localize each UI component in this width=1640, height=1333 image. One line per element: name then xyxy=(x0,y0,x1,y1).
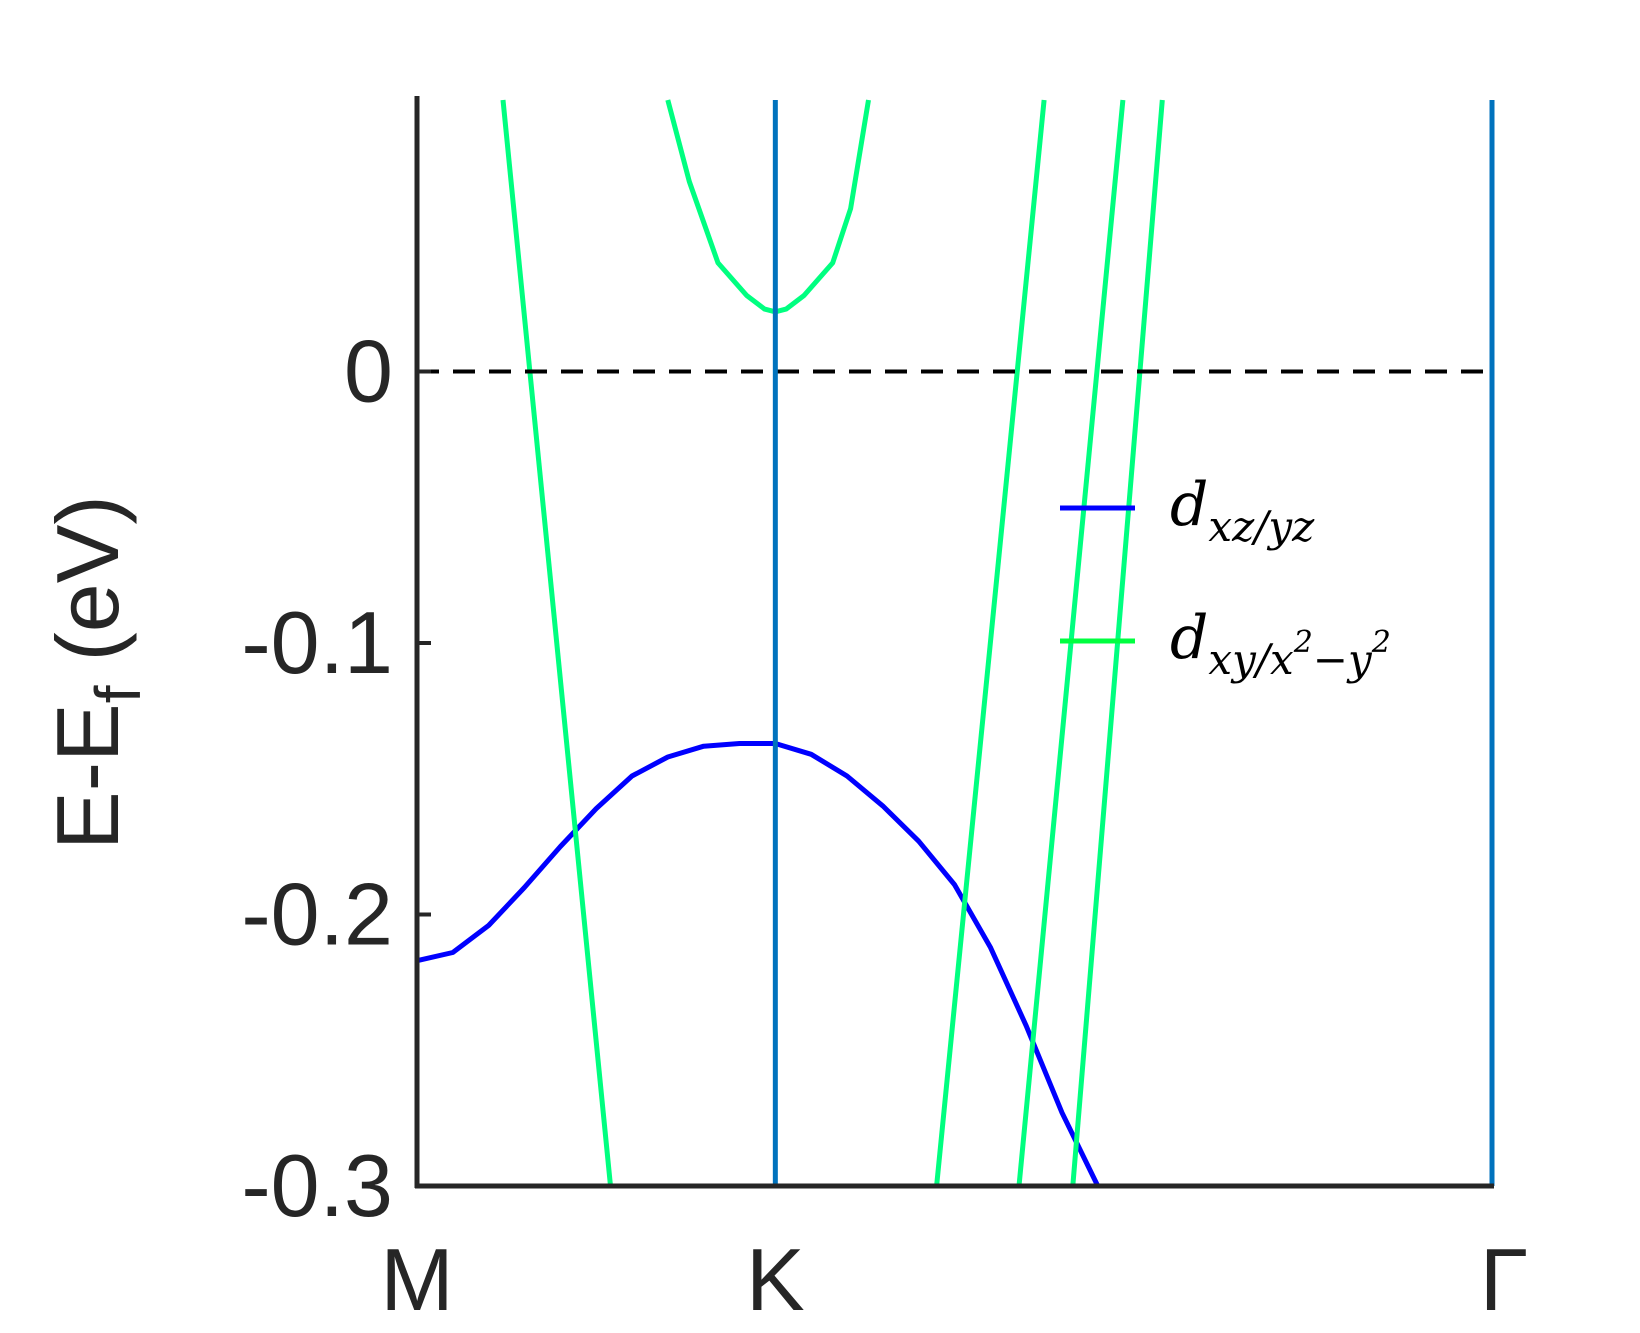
reference-lines xyxy=(417,100,1495,1186)
y-axis-label: E-Ef (eV) xyxy=(38,495,154,850)
y-tick-label-0: 0 xyxy=(344,322,393,421)
x-tick-label-2: Γ xyxy=(1480,1230,1528,1329)
series-line-3 xyxy=(934,99,1047,1187)
x-tick-label-1: K xyxy=(746,1230,805,1329)
y-axis-label-sub: f xyxy=(82,685,154,703)
y-tick-label-3: -0.3 xyxy=(241,1136,393,1235)
series-line-0 xyxy=(416,741,1101,1188)
legend-label-dxz-yz: dxz/yz xyxy=(1170,470,1315,551)
axes xyxy=(414,96,1494,1189)
y-axis-label-main: E-E xyxy=(38,703,137,850)
y-tick-label-2: -0.2 xyxy=(241,865,393,964)
series-line-2 xyxy=(665,99,871,315)
svg-text:E-Ef(eV): E-Ef (eV) xyxy=(38,495,154,850)
x-tick-label-0: M xyxy=(380,1230,453,1329)
series-line-1 xyxy=(500,99,613,1187)
series-layer xyxy=(416,99,1165,1188)
y-axis-label-unit: (eV) xyxy=(38,495,137,661)
legend-label-dxy-x2y2: dxy/x2−y2 xyxy=(1170,603,1391,684)
y-tick-label-1: -0.1 xyxy=(241,593,393,692)
tick-labels: 0 -0.1 -0.2 -0.3M K Γ xyxy=(241,322,1528,1330)
legend: dxz/yz dxy/x2−y2 xyxy=(1060,470,1391,684)
